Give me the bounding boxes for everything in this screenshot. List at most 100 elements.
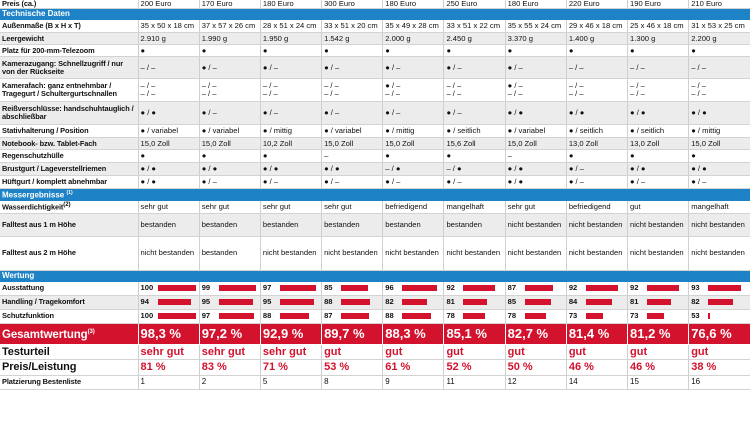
score-display: 97 [202,312,258,320]
score-bar [585,313,604,320]
cell-value: ● [140,45,146,55]
table-cell: 78 [504,309,567,324]
cell-value: 220 Euro [568,0,600,8]
score-display: 81 [630,298,686,306]
score-bar [647,285,679,292]
cell-value: 10,2 Zoll [262,138,293,148]
cell-value: 1.300 g [630,33,656,43]
table-cell: 2.200 g [688,32,750,45]
score-bar [402,313,432,320]
table-cell: 88 [259,309,322,324]
table-row: Platz für 200-mm-Telezoom ● ● ● ● ● ● ● ● ● ● [0,44,750,57]
score-display: 88 [324,298,380,306]
table-cell: 73 [627,309,689,324]
table-cell: 250 Euro [443,0,506,9]
comparison-table: Preis (ca.) 200 Euro 170 Euro 180 Euro 300 E… [0,0,750,390]
cell-value: ● / seitlich [446,126,481,135]
table-cell: – / – [565,56,628,79]
cell-value: nicht bestanden [568,248,623,258]
cell-value: ● [691,45,696,55]
cell-value: – / – – / – [691,81,706,98]
table-cell: 1.542 g [321,32,383,45]
cell-value: ● / – [262,62,279,72]
table-cell: 97 [259,281,322,296]
cell-value: nicht bestanden [507,219,562,229]
cell-value: gut [568,345,586,358]
cell-value: ● / – [507,62,523,72]
table-cell: ● / ● [504,175,567,189]
table-cell: 100 [137,309,200,324]
cell-value: 12 [507,377,517,387]
table-cell: 33 x 51 x 20 cm [321,19,383,33]
cell-value: bestanden [262,219,299,229]
score-display: 73 [630,312,686,320]
cell-value: ● / – [568,177,584,186]
cell-value: sehr gut [262,345,307,358]
cell-value: 28 x 51 x 24 cm [262,21,317,30]
cell-value: nicht bestanden [324,248,378,258]
cell-value: ● [507,45,513,55]
table-cell: 16 [688,375,750,390]
score-value: 92 [630,283,639,293]
table-cell: 13,0 Zoll [565,137,628,150]
cell-value: ● / – [385,108,401,117]
table-cell: ● / seitlich [443,124,506,138]
table-cell: – / – – / – [198,78,261,102]
score-bar [708,285,741,292]
cell-value: ● / – [324,177,340,186]
table-cell: ● / ● [627,162,689,176]
cell-value: ● / – [568,164,584,173]
table-cell: ● / – [321,175,383,189]
table-cell: 92 [627,281,689,296]
table-row: Ausstattung 100 99 97 85 96 92 87 92 92 93 [0,281,750,296]
table-cell: 10,2 Zoll [259,137,322,150]
table-cell: ● / – [382,101,444,125]
table-cell: nicht bestanden [688,236,750,271]
cell-value: ● [385,45,390,55]
table-row: Wasserdichtigkeit(2) sehr gut sehr gut sehr… [0,200,750,214]
cell-value: ● [385,151,390,160]
table-cell: ● [688,44,750,57]
cell-value: 85,1 % [446,325,487,341]
table-cell: 92,9 % [259,323,322,345]
table-cell: 97,2 % [198,323,261,345]
cell-value: ● / – [385,177,401,186]
score-value: 73 [568,311,578,321]
cell-value: 71 % [262,361,288,374]
table-cell: 81 % [137,359,200,376]
table-cell: – / – [137,56,200,79]
section-header: Technische Daten [0,8,750,20]
section-header: Wertung [0,270,750,282]
table-cell: – / – [627,56,689,79]
score-bar [341,313,370,320]
table-cell: ● [443,44,506,57]
cell-value: mangelhaft [446,201,485,211]
table-cell: mangelhaft [443,200,506,214]
table-cell: ● / – [198,56,261,79]
table-cell: 87 [504,281,567,296]
row-label: Hüftgurt / komplett abnehmbar [0,175,139,189]
score-value: 92 [568,283,578,293]
cell-value: – / – – / – [140,81,156,98]
score-display: 97 [263,284,319,292]
table-cell: gut [565,344,628,360]
cell-value: 89,7 % [324,325,365,341]
cell-value: 97,2 % [201,325,243,341]
table-row: Notebook- bzw. Tablet-Fach 15,0 Zoll 15,0 … [0,137,750,150]
table-cell: – / – – / – [627,78,689,102]
score-value: 97 [262,283,272,293]
cell-value: 1.400 g [568,33,595,43]
cell-value: – / – – / – [568,81,584,98]
score-value: 53 [691,311,700,321]
cell-value: 33 x 51 x 20 cm [324,21,378,30]
row-label: Leergewicht [0,32,139,45]
score-bar [524,285,553,292]
cell-value: ● [568,151,574,160]
cell-value: ● / – [262,177,279,186]
cell-value: 98,3 % [140,325,181,341]
score-display: 88 [263,312,319,320]
row-label-text: Leergewicht [2,33,45,43]
score-value: 92 [446,283,455,293]
cell-value: 61 % [385,361,411,374]
table-cell: 33 x 51 x 22 cm [443,19,506,33]
